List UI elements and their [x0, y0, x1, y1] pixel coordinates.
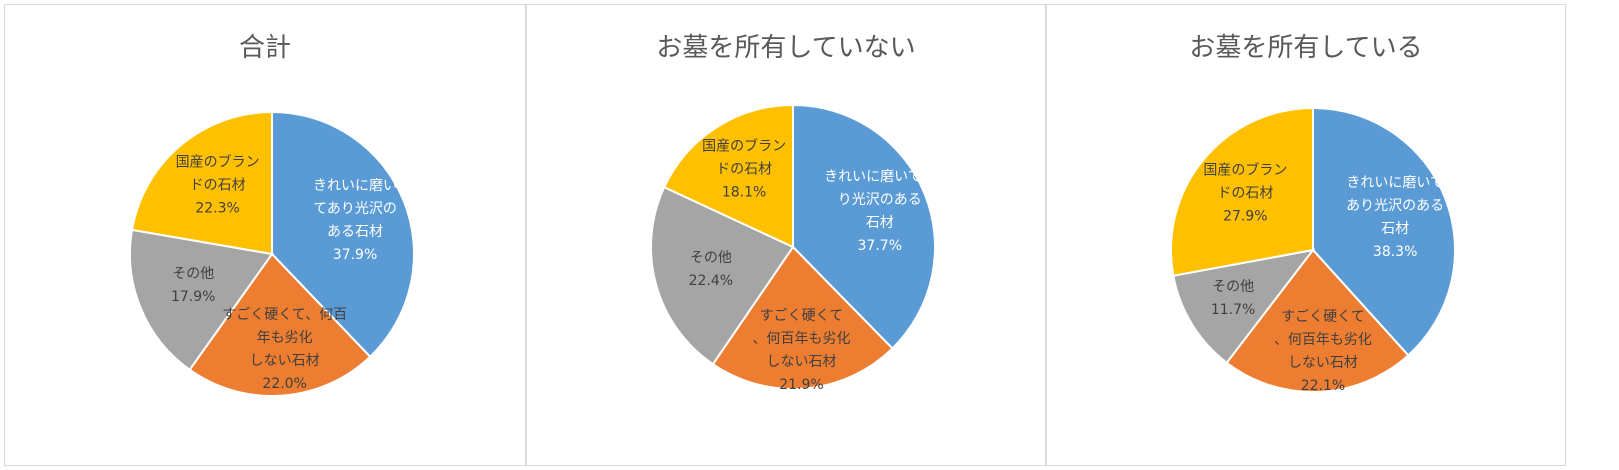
data-label: 国産のブラン ドの石材 22.3%	[176, 152, 260, 221]
data-label-category: 国産のブラン	[1203, 162, 1288, 179]
data-label: 国産のブラン ドの石材 18.1%	[702, 136, 786, 205]
data-label-value: 18.1%	[721, 184, 767, 201]
pie-slice	[188, 252, 372, 397]
pie-slice	[1312, 106, 1456, 357]
data-label-category: きれいに磨いて	[1346, 175, 1444, 192]
data-label: その他 17.9%	[171, 263, 215, 309]
data-label: きれいに磨い てあり光沢の ある石材 37.9%	[313, 175, 397, 267]
data-label-category: 石材	[865, 214, 894, 231]
data-label: その他 11.7%	[1211, 276, 1255, 322]
data-label-category: ドの石材	[189, 177, 246, 194]
data-label-value: 38.3%	[1372, 244, 1418, 261]
data-label: その他 22.4%	[689, 247, 733, 293]
chart-title: お墓を所有している	[1189, 33, 1423, 63]
data-label-category: 、何百年も劣化	[1273, 332, 1372, 349]
data-label-value: 22.1%	[1300, 378, 1346, 395]
pie-slice	[130, 110, 273, 256]
chart-panel-no-grave: お墓を所有していない きれいに磨いてあ り光沢のある 石材 37.7% すごく硬くて 、何…	[526, 4, 1046, 466]
data-label-category: 、何百年も劣化	[752, 331, 851, 348]
data-label-category: あり光沢のある	[1346, 198, 1445, 215]
data-label-value: 37.9%	[332, 246, 378, 263]
chart-panel-total: 合計 きれいに磨い てあり光沢の ある石材 37.9% すごく硬くて、何百 年も劣化しない…	[4, 4, 526, 466]
data-label-category: きれいに磨い	[313, 177, 398, 194]
data-label: すごく硬くて、何百 年も劣化しない石材 22.0%	[222, 304, 347, 396]
data-label-category: ドの石材	[716, 161, 773, 178]
data-label: すごく硬くて 、何百年も劣化 しない石材 22.1%	[1274, 306, 1372, 398]
data-label-category: しない石材	[1287, 355, 1358, 372]
data-label-value: 22.3%	[195, 200, 240, 217]
data-label-value: 22.0%	[262, 376, 307, 393]
data-label: すごく硬くて 、何百年も劣化 しない石材 21.9%	[752, 305, 850, 397]
data-label-value: 21.9%	[779, 377, 824, 394]
data-label-category: てあり光沢の	[313, 200, 397, 217]
data-label-category: すごく硬くて	[759, 308, 844, 325]
data-label-category: 国産のブラン	[175, 154, 260, 171]
data-label-category: 石材	[1381, 221, 1410, 238]
chart-title: 合計	[238, 33, 291, 63]
data-label-value: 37.7%	[857, 237, 903, 254]
data-label-category: その他	[689, 249, 732, 266]
pie-slice	[129, 228, 274, 372]
data-label-value: 11.7%	[1210, 301, 1256, 318]
data-label-category: 年も劣化	[256, 330, 313, 347]
data-label-category: しない石材	[249, 353, 320, 370]
pie-slice	[1170, 106, 1314, 277]
data-label-category: その他	[1212, 278, 1255, 295]
pie-slice	[711, 245, 894, 390]
data-label: きれいに磨いて あり光沢のある 石材 38.3%	[1346, 172, 1444, 264]
pie-slice	[1172, 248, 1316, 365]
pie-slice	[792, 103, 936, 350]
pie-slice	[1225, 248, 1410, 393]
pie-slice	[662, 103, 794, 249]
pie-slice	[271, 110, 415, 359]
data-label-category: 国産のブラン	[702, 138, 787, 155]
data-label-value: 17.9%	[170, 289, 216, 306]
data-label-category: すごく硬くて	[1281, 309, 1365, 326]
pie-chart	[129, 110, 415, 397]
data-label-value: 22.4%	[688, 272, 734, 289]
data-label-category: り光沢のある	[837, 191, 922, 208]
data-label-category: きれいに磨いてあ	[824, 168, 936, 185]
data-label-value: 27.9%	[1223, 208, 1268, 225]
chart-title: お墓を所有していない	[656, 33, 916, 63]
data-label-category: ある石材	[327, 223, 384, 240]
data-label-category: その他	[172, 266, 215, 283]
data-label-category: ドの石材	[1217, 185, 1274, 202]
chart-panel-has-grave: お墓を所有している きれいに磨いて あり光沢のある 石材 38.3% すごく硬くて 、何百…	[1046, 4, 1566, 466]
pie-chart	[650, 103, 936, 390]
data-label-category: すごく硬くて、何百	[222, 307, 348, 324]
data-label: きれいに磨いてあ り光沢のある 石材 37.7%	[824, 166, 935, 258]
pie-chart	[1170, 106, 1456, 393]
data-label-category: しない石材	[766, 354, 837, 371]
data-label: 国産のブラン ドの石材 27.9%	[1203, 159, 1287, 228]
